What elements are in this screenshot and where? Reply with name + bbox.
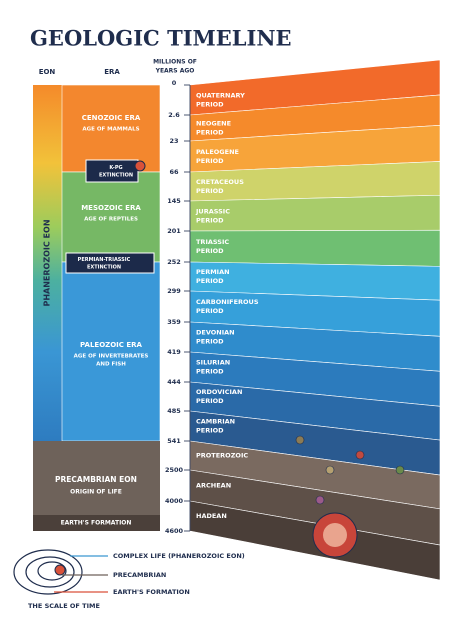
period-label: PERIOD [196, 157, 224, 165]
formation-label: EARTH'S FORMATION [61, 520, 132, 527]
fossil-icon [295, 435, 305, 445]
period-label: PALEOGENE [196, 148, 239, 156]
legend-label: EARTH'S FORMATION [113, 588, 190, 596]
period-label: PERIOD [196, 101, 224, 109]
period-label: PERIOD [196, 397, 224, 405]
era-subtitle: AGE OF REPTILES [84, 217, 138, 223]
title: GEOLOGIC TIMELINE [30, 26, 292, 51]
era-name: MESOZOIC ERA [81, 204, 141, 212]
era-subtitle: AGE OF INVERTEBRATES [74, 354, 149, 360]
period-label: PERIOD [196, 187, 224, 195]
period-label: NEOGENE [196, 120, 231, 128]
formation-band [33, 515, 160, 531]
year-label: 252 [167, 258, 181, 266]
period-label: ARCHEAN [196, 482, 231, 490]
fossil-icon [325, 465, 335, 475]
mya-header: MILLIONS OF [153, 59, 197, 66]
era-subtitle: AND FISH [96, 362, 126, 368]
earth-core [323, 523, 347, 547]
spiral-ring [13, 549, 83, 595]
year-label: 23 [169, 137, 178, 145]
year-label: 299 [167, 287, 181, 295]
period-label: PERIOD [196, 129, 224, 137]
spiral-center [54, 564, 66, 576]
extinction-box [65, 252, 155, 274]
period-label: TRIASSIC [196, 238, 229, 246]
eon-bar [33, 85, 62, 441]
year-label: 444 [167, 378, 181, 386]
year-label: 4600 [165, 527, 184, 535]
legend-label: COMPLEX LIFE (PHANEROZOIC EON) [113, 552, 245, 560]
period-label: PERIOD [196, 217, 224, 225]
period-label: PERIOD [196, 307, 224, 315]
era-name: CENOZOIC ERA [82, 114, 141, 122]
legend-caption: THE SCALE OF TIME [28, 602, 100, 610]
period-label: PERIOD [196, 368, 224, 376]
era-band [61, 84, 161, 173]
period-label: CRETACEOUS [196, 178, 244, 186]
year-label: 359 [167, 318, 181, 326]
era-band [61, 171, 161, 263]
extinction-label: PERMIAN-TRIASSIC [78, 257, 131, 263]
period-label: PERMIAN [196, 268, 230, 276]
spiral-ring [37, 561, 67, 581]
precambrian-band [33, 441, 160, 515]
period-label: PERIOD [196, 427, 224, 435]
era-header: ERA [104, 68, 120, 76]
period-label: PERIOD [196, 247, 224, 255]
period-label: CAMBRIAN [196, 418, 235, 426]
extinction-label: EXTINCTION [87, 264, 121, 270]
precambrian-name: PRECAMBRIAN EON [55, 475, 137, 484]
year-label: 66 [169, 168, 179, 176]
meteor [134, 160, 146, 172]
period-band [189, 229, 441, 267]
period-label: ORDOVICIAN [196, 388, 242, 396]
period-label: PROTEROZOIC [196, 452, 248, 460]
legend-label: PRECAMBRIAN [113, 571, 166, 579]
fossil-icon [315, 495, 325, 505]
timeline: QUATERNARYPERIODNEOGENEPERIODPALEOGENEPE… [13, 59, 441, 610]
period-label: JURASSIC [195, 208, 230, 216]
year-label: 4000 [165, 497, 184, 505]
period-label: HADEAN [196, 512, 227, 520]
extinction-label: K-PG [109, 165, 122, 171]
year-label: 2.6 [168, 111, 180, 119]
year-label: 419 [167, 348, 181, 356]
fossil-icon [395, 465, 405, 475]
eon-label: PHANEROZOIC EON [43, 219, 52, 306]
mya-header: YEARS AGO [155, 68, 195, 75]
year-label: 541 [167, 437, 181, 445]
period-label: DEVONIAN [196, 329, 235, 337]
extinction-label: EXTINCTION [99, 172, 133, 178]
year-label: 0 [172, 79, 177, 87]
period-label: PERIOD [196, 277, 224, 285]
eon-header: EON [39, 68, 56, 76]
era-name: PALEOZOIC ERA [80, 341, 142, 349]
period-label: QUATERNARY [196, 92, 245, 100]
era-band [61, 261, 161, 442]
year-label: 201 [167, 227, 181, 235]
extinction-box [85, 159, 139, 183]
era-subtitle: AGE OF MAMMALS [82, 127, 139, 133]
year-label: 2500 [165, 466, 184, 474]
period-label: SILURIAN [196, 359, 230, 367]
year-label: 145 [167, 197, 181, 205]
year-label: 485 [167, 407, 181, 415]
period-label: CARBONIFEROUS [196, 298, 259, 306]
fossil-icon [355, 450, 365, 460]
precambrian-subtitle: ORIGIN OF LIFE [70, 489, 122, 496]
period-label: PERIOD [196, 338, 224, 346]
spiral-ring [25, 556, 75, 588]
